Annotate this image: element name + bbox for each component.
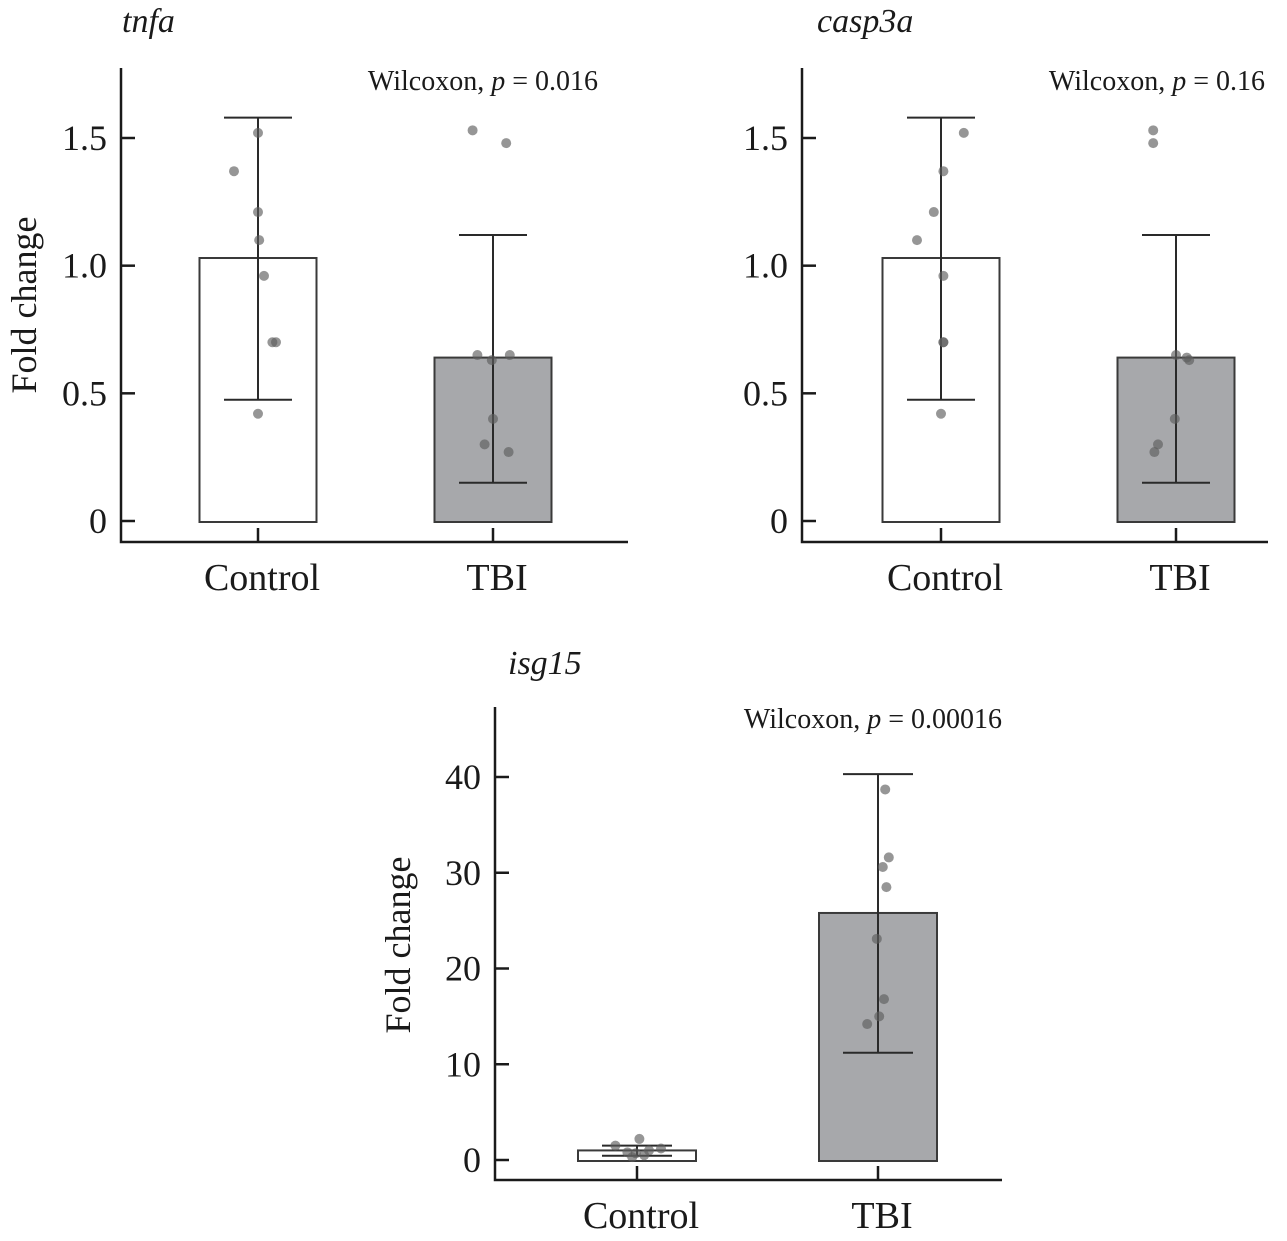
data-point xyxy=(938,270,949,281)
data-point xyxy=(879,994,889,1005)
y-tick-label: 40 xyxy=(445,757,481,797)
data-point xyxy=(1153,439,1163,450)
x-category-label: Control xyxy=(887,557,1003,599)
data-point xyxy=(253,408,263,419)
data-point xyxy=(881,882,892,893)
data-point xyxy=(1148,138,1159,149)
y-axis-label: Fold change xyxy=(4,217,44,394)
y-tick-label: 30 xyxy=(445,853,481,893)
data-point xyxy=(883,852,894,863)
stat-annotation: Wilcoxon, p = 0.016 xyxy=(368,66,598,97)
data-point xyxy=(639,1150,650,1161)
data-point xyxy=(877,862,888,873)
x-category-label: Control xyxy=(583,1195,699,1237)
data-point xyxy=(229,166,239,177)
chart-panel-casp3a: casp3a Wilcoxon, p = 0.16 0 0.5 1.0 1.5 Contro… xyxy=(743,3,1268,599)
data-point xyxy=(958,127,969,138)
stat-p-label: p xyxy=(1170,66,1186,97)
y-tick-label: 0.5 xyxy=(743,373,788,413)
y-tick-label: 10 xyxy=(445,1044,481,1084)
chart-panel-tnfa: tnfa Wilcoxon, p = 0.016 0 0.5 1.0 1.5 Fold ch… xyxy=(4,3,628,599)
data-point xyxy=(936,408,946,419)
stat-p-label: p xyxy=(865,704,881,735)
y-tick-label: 1.0 xyxy=(743,246,788,286)
y-tick-label: 1.5 xyxy=(743,118,788,158)
y-tick-label: 0.5 xyxy=(62,373,107,413)
x-category-label: TBI xyxy=(851,1195,912,1237)
data-point xyxy=(938,337,949,348)
data-point xyxy=(503,447,514,458)
data-point xyxy=(271,337,281,348)
stat-p-label: p xyxy=(489,66,505,97)
data-point xyxy=(253,127,263,138)
data-point xyxy=(1149,447,1160,458)
chart-title: isg15 xyxy=(508,645,582,682)
data-point xyxy=(871,933,882,944)
data-point xyxy=(610,1140,621,1151)
y-tick-label: 20 xyxy=(445,949,481,989)
axis-lines xyxy=(493,707,1002,1182)
data-point xyxy=(501,138,512,149)
data-point xyxy=(1171,350,1181,361)
y-tick-label: 1.5 xyxy=(62,118,107,158)
data-point xyxy=(467,125,478,136)
data-point xyxy=(627,1152,638,1163)
data-point xyxy=(656,1143,666,1154)
stat-test-label: Wilcoxon, xyxy=(744,704,867,735)
y-tick-label: 0 xyxy=(770,501,788,541)
data-point xyxy=(259,270,269,281)
data-point xyxy=(488,413,498,424)
data-point xyxy=(253,207,263,218)
stat-test-label: Wilcoxon, xyxy=(1049,66,1172,97)
stat-p-value: = 0.00016 xyxy=(881,704,1002,735)
data-point xyxy=(634,1133,645,1144)
axis-lines xyxy=(800,68,1268,544)
data-point xyxy=(1148,125,1159,136)
data-point xyxy=(874,1011,885,1022)
stat-annotation: Wilcoxon, p = 0.00016 xyxy=(744,704,1002,735)
axis-lines xyxy=(119,68,628,544)
data-point xyxy=(928,207,939,218)
data-point xyxy=(254,235,265,246)
data-point xyxy=(504,350,515,361)
data-point xyxy=(472,350,483,361)
data-point xyxy=(486,355,497,366)
y-tick-label: 1.0 xyxy=(62,246,107,286)
y-tick-label: 0 xyxy=(463,1140,481,1180)
data-point xyxy=(479,439,490,450)
x-category-label: TBI xyxy=(1149,557,1210,599)
data-point xyxy=(1184,355,1195,366)
stat-test-label: Wilcoxon, xyxy=(368,66,491,97)
y-tick-label: 0 xyxy=(89,501,107,541)
stat-p-value: = 0.016 xyxy=(505,66,598,97)
data-point xyxy=(938,166,949,177)
data-point xyxy=(912,235,922,246)
x-category-label: TBI xyxy=(466,557,527,599)
stat-p-value: = 0.16 xyxy=(1186,66,1265,97)
chart-panel-isg15: isg15 Wilcoxon, p = 0.00016 0 10 20 30 40 Fold … xyxy=(378,645,1002,1237)
chart-title: tnfa xyxy=(122,3,175,40)
x-category-label: Control xyxy=(204,557,320,599)
chart-title: casp3a xyxy=(817,3,913,40)
y-axis-label: Fold change xyxy=(378,857,418,1034)
stat-annotation: Wilcoxon, p = 0.16 xyxy=(1049,66,1265,97)
data-point xyxy=(880,784,891,795)
data-point xyxy=(1169,413,1180,424)
data-point xyxy=(862,1019,873,1030)
